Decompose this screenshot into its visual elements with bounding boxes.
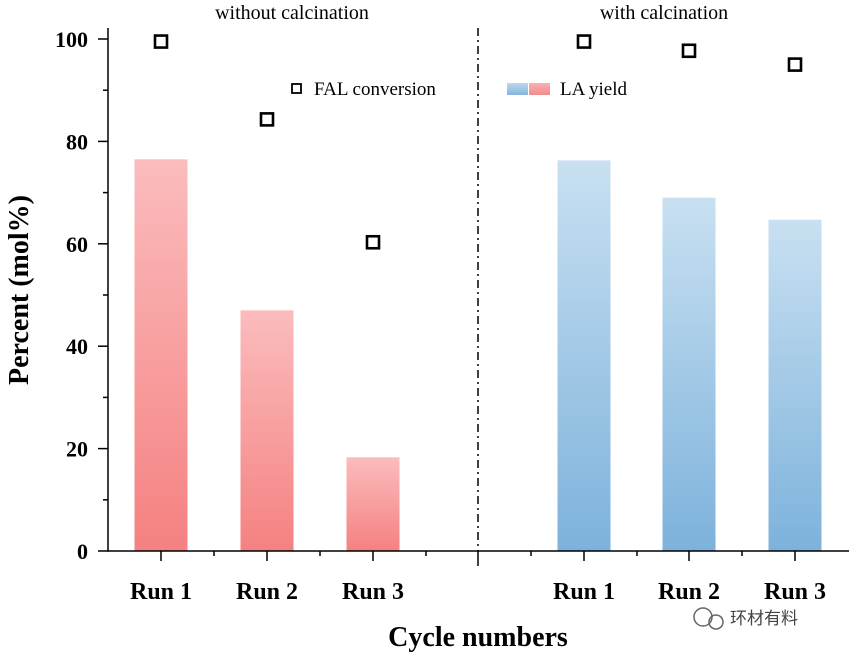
fal-conversion-marker [576, 34, 592, 49]
legend-la-yield-red-swatch [529, 83, 550, 95]
y-tick-label: 100 [55, 27, 88, 52]
legend-fal-conversion-label: FAL conversion [314, 79, 436, 100]
watermark-logo-icon-2 [708, 614, 724, 630]
legend-la-yield-blue-swatch [507, 83, 528, 95]
y-axis-title: Percent (mol%) [4, 195, 35, 385]
y-tick-label: 0 [77, 539, 88, 564]
fal-conversion-marker [681, 43, 697, 59]
x-category-label: Run 1 [130, 579, 192, 605]
panel-title-without-calcination: without calcination [215, 2, 369, 24]
legend-fal-conversion-marker [291, 83, 302, 94]
la-yield-bar [662, 197, 716, 551]
panel-title-with-calcination: with calcination [600, 2, 728, 24]
legend-la-yield-label: LA yield [560, 79, 628, 100]
la-yield-bar [346, 457, 400, 551]
fal-conversion-marker [787, 57, 803, 72]
y-tick-label: 80 [66, 129, 88, 154]
fal-conversion-marker [365, 234, 381, 250]
watermark: 环材有料 [693, 607, 798, 630]
la-yield-bar [768, 219, 822, 551]
y-tick-label: 20 [66, 437, 88, 462]
la-yield-bar [134, 159, 188, 551]
x-category-label: Run 3 [764, 579, 826, 605]
x-category-label: Run 3 [342, 579, 404, 605]
la-yield-bar [240, 310, 294, 551]
x-category-label: Run 2 [658, 579, 720, 605]
x-category-label: Run 1 [553, 579, 615, 605]
y-tick-label: 60 [66, 232, 88, 257]
watermark-text: 环材有料 [730, 609, 798, 629]
x-axis-title: Cycle numbers [388, 622, 568, 653]
fal-conversion-marker [153, 34, 169, 49]
x-category-label: Run 2 [236, 579, 298, 605]
y-tick-label: 40 [66, 334, 88, 359]
fal-conversion-marker [259, 112, 275, 127]
la-yield-bar [557, 160, 611, 551]
